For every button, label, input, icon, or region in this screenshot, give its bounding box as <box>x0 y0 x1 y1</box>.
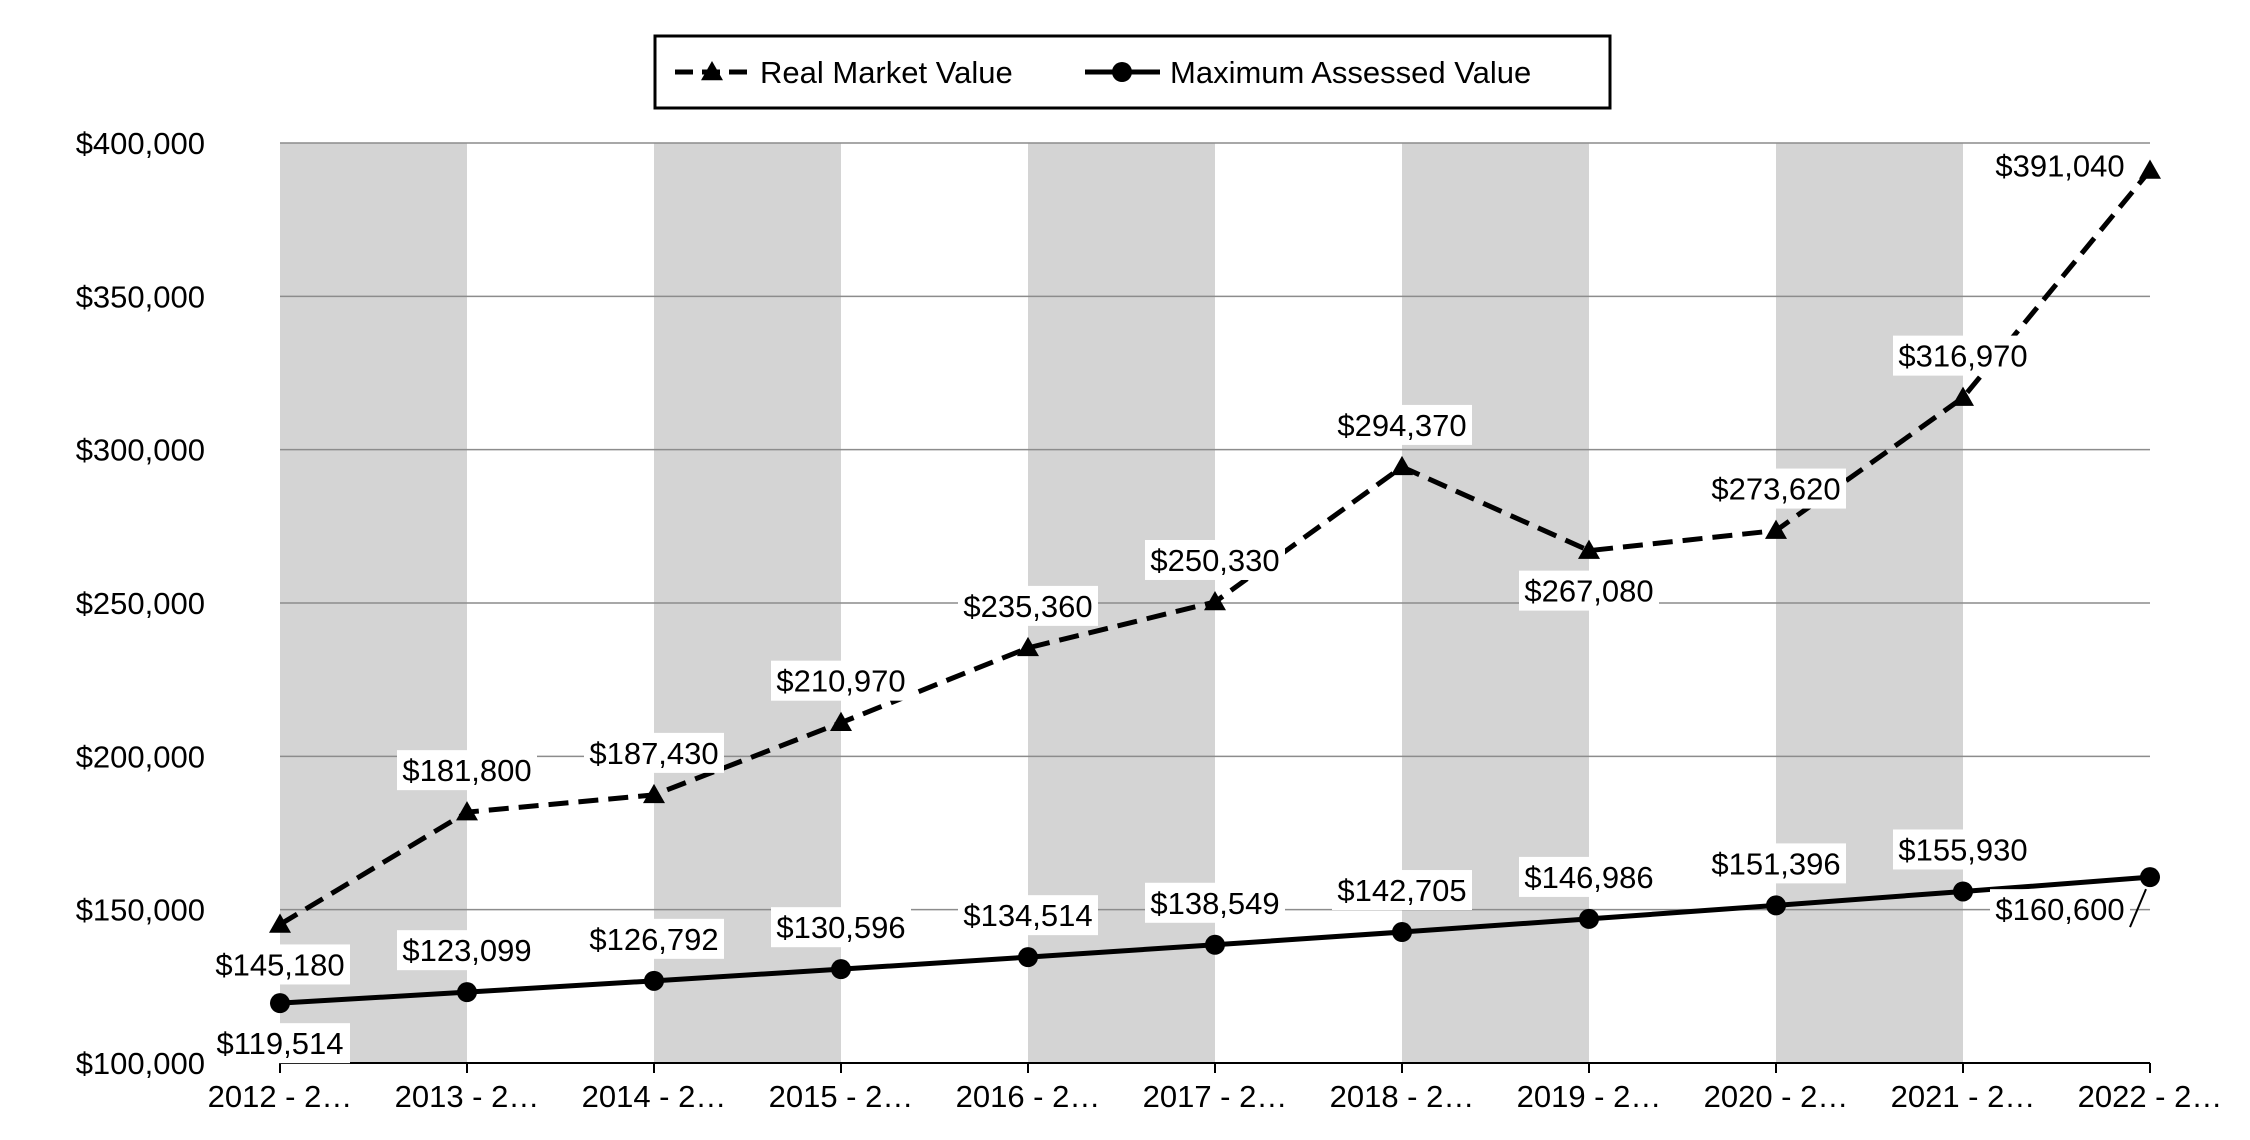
label-leader-line <box>2129 888 2147 928</box>
maximum-assessed-value-label: $130,596 <box>776 910 905 945</box>
maximum-assessed-value-point <box>1392 922 1412 943</box>
maximum-assessed-value-label: $146,986 <box>1524 860 1653 895</box>
real-market-value-point <box>2139 159 2161 179</box>
real-market-value-point <box>1578 539 1600 559</box>
real-market-value-point <box>1765 519 1787 539</box>
y-tick-label: $150,000 <box>76 893 205 928</box>
maximum-assessed-value-label: $155,930 <box>1898 832 2027 867</box>
real-market-value-point <box>1391 455 1413 476</box>
data-label-background <box>1893 335 2033 376</box>
x-tick-label: 2016 - 2… <box>956 1079 1101 1114</box>
y-tick-label: $400,000 <box>76 126 205 161</box>
y-tick-label: $350,000 <box>76 279 205 314</box>
data-label-background <box>1706 843 1846 884</box>
real-market-value-label: $273,620 <box>1711 472 1840 507</box>
real-market-value-label: $267,080 <box>1524 574 1653 609</box>
data-label-background <box>1332 404 1472 445</box>
maximum-assessed-value-point <box>644 970 664 991</box>
maximum-assessed-value-point <box>1018 947 1038 968</box>
data-label-background <box>397 930 537 971</box>
x-tick-label: 2020 - 2… <box>1704 1079 1849 1114</box>
maximum-assessed-value-point <box>457 982 477 1003</box>
real-market-value-point <box>1952 386 1974 406</box>
maximum-assessed-value-label: $142,705 <box>1337 873 1466 908</box>
data-label-background <box>397 750 537 791</box>
maximum-assessed-value-label: $151,396 <box>1711 846 1840 881</box>
x-tick-label: 2022 - 2… <box>2078 1079 2223 1114</box>
maximum-assessed-value-label: $134,514 <box>963 898 1092 933</box>
legend-triangle-icon <box>701 61 723 81</box>
real-market-value-point <box>1204 590 1226 611</box>
x-tick-label: 2013 - 2… <box>395 1079 540 1114</box>
data-labels: $145,180 $181,800 $187,430 $210,970 $235,360… <box>210 145 2147 1064</box>
data-label-background <box>210 1023 350 1064</box>
data-label-background <box>1519 570 1659 611</box>
legend: Real Market Value Maximum Assessed Value <box>653 34 1612 110</box>
maximum-assessed-value-label: $160,600 <box>1995 892 2124 927</box>
x-tick-label: 2021 - 2… <box>1891 1079 2036 1114</box>
x-tick-label: 2014 - 2… <box>582 1079 727 1114</box>
maximum-assessed-value-label: $119,514 <box>217 1026 344 1061</box>
maximum-assessed-value-point <box>1766 895 1786 916</box>
maximum-assessed-value-label: $138,549 <box>1150 886 1279 921</box>
data-label-background <box>584 732 724 773</box>
real-market-value-label: $391,040 <box>1995 148 2124 183</box>
real-market-value-label: $235,360 <box>963 589 1092 624</box>
data-label-background <box>1145 882 1285 923</box>
x-tick-label: 2019 - 2… <box>1517 1079 1662 1114</box>
data-label-background <box>958 895 1098 936</box>
maximum-assessed-value-point <box>831 959 851 980</box>
legend-label-real-market-value: Real Market Value <box>760 55 1013 90</box>
maximum-assessed-value-label: $126,792 <box>589 922 718 957</box>
maximum-assessed-value-point <box>2140 867 2160 888</box>
maximum-assessed-value-point <box>270 993 290 1014</box>
real-market-value-label: $181,800 <box>402 753 531 788</box>
data-label-background <box>1332 870 1472 911</box>
data-label-background <box>771 660 911 701</box>
data-label-background <box>210 944 350 985</box>
y-tick-label: $200,000 <box>76 739 205 774</box>
real-market-value-point <box>830 711 852 731</box>
legend-circle-icon <box>1112 62 1132 82</box>
data-label-background <box>1706 468 1846 509</box>
real-market-value-point <box>456 801 478 821</box>
data-label-background <box>584 918 724 959</box>
maximum-assessed-value-point <box>1205 934 1225 955</box>
maximum-assessed-value-point <box>1579 908 1599 929</box>
real-market-value-point <box>269 913 291 933</box>
real-market-value-label: $250,330 <box>1150 543 1279 578</box>
y-tick-label: $100,000 <box>76 1046 205 1081</box>
data-label-background <box>1990 145 2130 186</box>
real-market-value-label: $187,430 <box>589 736 718 771</box>
real-market-value-label: $316,970 <box>1898 339 2027 374</box>
data-label-background <box>958 585 1098 626</box>
real-market-value-label: $294,370 <box>1337 408 1466 443</box>
series <box>269 159 2161 1014</box>
x-tick-label: 2018 - 2… <box>1330 1079 1475 1114</box>
real-market-value-label: $210,970 <box>776 664 905 699</box>
maximum-assessed-value-point <box>1953 881 1973 902</box>
real-market-value-point <box>1017 636 1039 657</box>
y-tick-label: $250,000 <box>76 586 205 621</box>
x-tick-label: 2017 - 2… <box>1143 1079 1288 1114</box>
data-label-background <box>1990 889 2130 930</box>
data-label-background <box>1145 539 1285 580</box>
real-market-value-point <box>643 783 665 804</box>
axes: $100,000 $150,000 $200,000 $250,000 $300,000… <box>76 126 2223 1114</box>
legend-label-maximum-assessed-value: Maximum Assessed Value <box>1170 55 1531 90</box>
data-label-background <box>1893 829 2033 870</box>
y-tick-label: $300,000 <box>76 433 205 468</box>
maximum-assessed-value-label: $123,099 <box>402 933 531 968</box>
data-label-background <box>771 907 911 948</box>
x-tick-label: 2015 - 2… <box>769 1079 914 1114</box>
data-label-background <box>1519 856 1659 897</box>
real-market-value-label: $145,180 <box>215 947 344 982</box>
x-tick-label: 2012 - 2… <box>208 1079 353 1114</box>
